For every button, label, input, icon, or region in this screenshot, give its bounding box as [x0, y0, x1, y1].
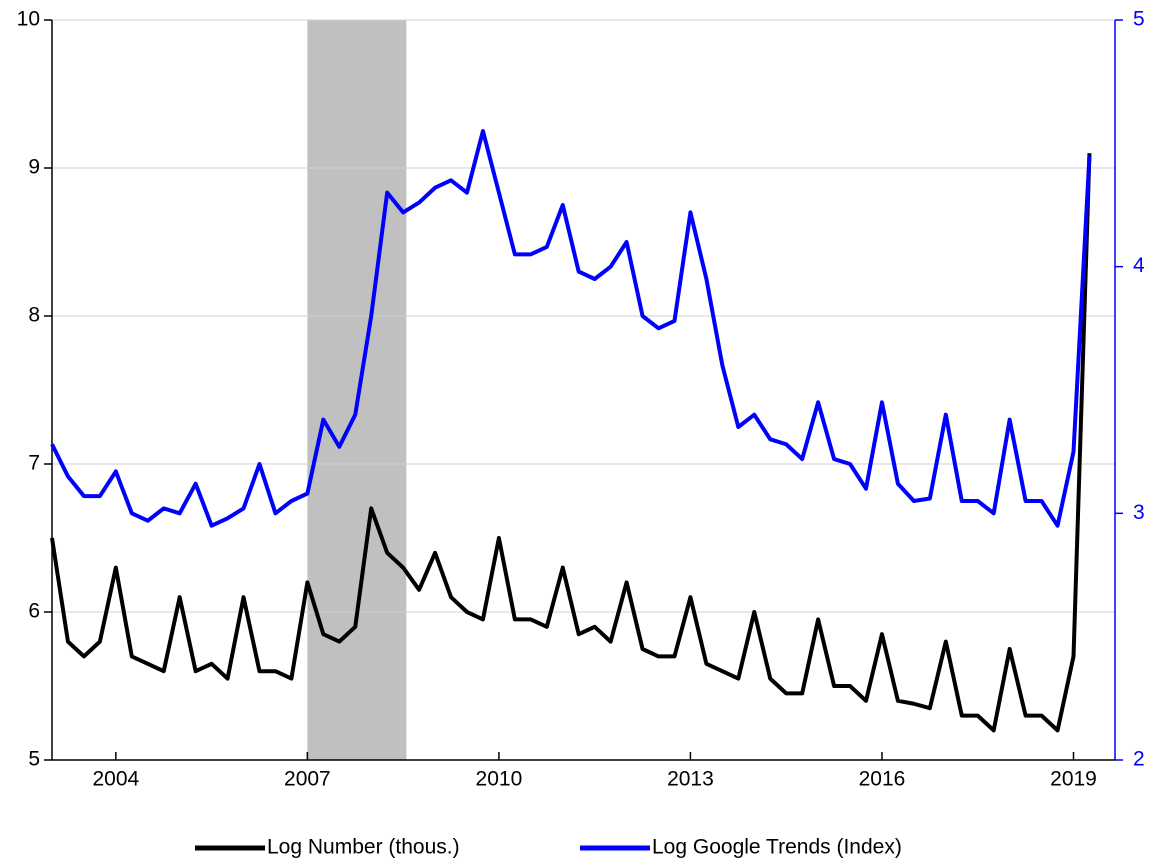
- y2-tick-label: 2: [1133, 748, 1145, 771]
- x-tick-label: 2010: [476, 768, 523, 791]
- x-tick-label: 2007: [284, 768, 331, 791]
- legend-label: Log Number (thous.): [267, 836, 460, 859]
- y-tick-label: 7: [28, 452, 40, 475]
- y-tick-label: 6: [28, 600, 40, 623]
- series-line: [50, 153, 1092, 733]
- y-tick-label: 8: [28, 304, 40, 327]
- legend-label: Log Google Trends (Index): [652, 836, 902, 859]
- series-line: [50, 129, 1092, 528]
- y2-tick-label: 3: [1133, 501, 1145, 524]
- y-tick-label: 5: [28, 748, 40, 771]
- x-tick-label: 2016: [859, 768, 906, 791]
- x-tick-label: 2019: [1050, 768, 1097, 791]
- shaded-period: [307, 20, 407, 760]
- y2-tick-label: 5: [1133, 8, 1145, 31]
- x-tick-label: 2013: [667, 768, 714, 791]
- y-tick-label: 9: [28, 156, 40, 179]
- y-tick-label: 10: [17, 8, 40, 31]
- x-tick-label: 2004: [92, 768, 139, 791]
- y2-tick-label: 4: [1133, 254, 1145, 277]
